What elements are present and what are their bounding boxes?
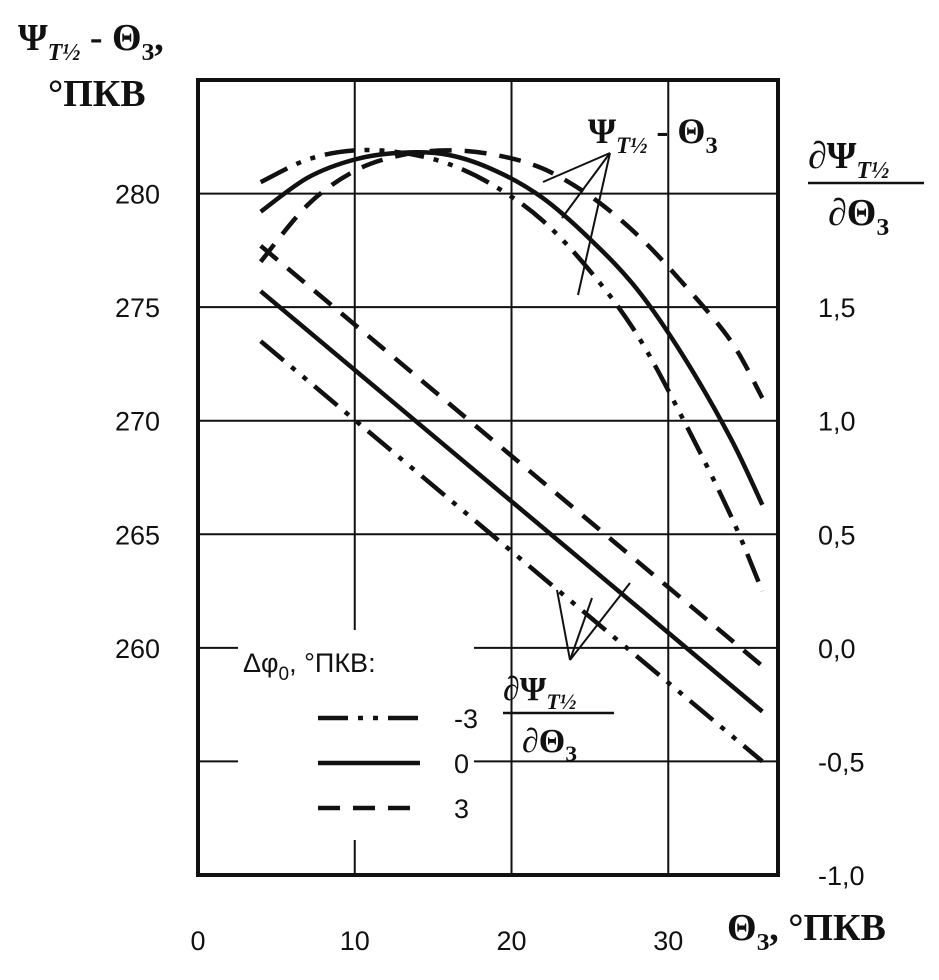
y-right-tick-label: 1,5 — [818, 293, 856, 323]
y-left-label: ΨT½ - ΘЗ, °ПКВ — [18, 17, 164, 115]
legend: Δφ0, °ПКВ: -3 0 3 — [238, 630, 478, 840]
y-right-label: ∂ΨT½ ∂ΘЗ — [808, 135, 924, 241]
svg-text:∂ΨT½: ∂ΨT½ — [808, 135, 889, 184]
legend-label-2: 3 — [454, 794, 469, 824]
x-label: ΘЗ, °ПКВ — [727, 907, 886, 956]
y-right-tick-label: -0,5 — [818, 747, 865, 777]
annotation-derivative: ∂ΨT½ ∂ΘЗ — [503, 582, 631, 766]
pointer-deriv-1 — [556, 589, 571, 661]
pointer-psi-3 — [577, 152, 611, 296]
pointer-psi-2 — [561, 152, 611, 219]
y-left-unit: °ПКВ — [48, 73, 146, 115]
y-left-tick-label: 280 — [115, 180, 160, 210]
legend-title: Δφ0, °ПКВ: — [243, 648, 376, 685]
series-derivative--3 — [259, 339, 764, 764]
svg-text:∂ΘЗ: ∂ΘЗ — [828, 192, 889, 241]
legend-label-0: -3 — [454, 704, 478, 734]
legend-entries: -3 0 3 — [318, 704, 478, 824]
y-left-tick-label: 265 — [115, 520, 160, 550]
plot-frame — [196, 78, 780, 877]
legend-label-1: 0 — [454, 749, 469, 779]
y-right-tick-label: 0,5 — [818, 520, 856, 550]
series-psi--3 — [259, 147, 765, 592]
svg-text:ΨT½ - ΘЗ,: ΨT½ - ΘЗ, — [18, 17, 164, 66]
svg-text:ΨT½ - ΘЗ: ΨT½ - ΘЗ — [588, 111, 718, 158]
series-derivative-0 — [259, 289, 764, 714]
series-group — [258, 147, 765, 764]
y-right-tick-label: 1,0 — [818, 407, 856, 437]
pointer-deriv-2 — [569, 597, 593, 661]
x-tick-label: 0 — [190, 926, 205, 956]
x-tick-label: 10 — [340, 926, 370, 956]
pointer-deriv-3 — [569, 582, 631, 661]
series-psi-0 — [259, 150, 765, 506]
series-derivative-3 — [259, 244, 764, 668]
y-right-tick-label: 0,0 — [818, 634, 856, 664]
pointer-psi-1 — [542, 152, 611, 183]
tick-labels: 0 10 20 30260265270275280-1,0-0,50,00,51,01… — [115, 180, 865, 956]
annotation-psi: ΨT½ - ΘЗ — [542, 111, 718, 296]
x-tick-label: 20 — [496, 926, 526, 956]
svg-text:ΘЗ, °ПКВ: ΘЗ, °ПКВ — [727, 907, 886, 956]
legend-background — [238, 630, 474, 840]
y-right-tick-label: -1,0 — [818, 861, 865, 891]
x-tick-label: 30 — [653, 926, 683, 956]
y-left-tick-label: 260 — [115, 634, 160, 664]
y-left-tick-label: 275 — [115, 293, 160, 323]
svg-text:∂ΨT½: ∂ΨT½ — [503, 671, 577, 714]
series-psi-3 — [258, 148, 765, 400]
svg-text:∂ΘЗ: ∂ΘЗ — [522, 723, 577, 766]
y-left-tick-label: 270 — [115, 407, 160, 437]
